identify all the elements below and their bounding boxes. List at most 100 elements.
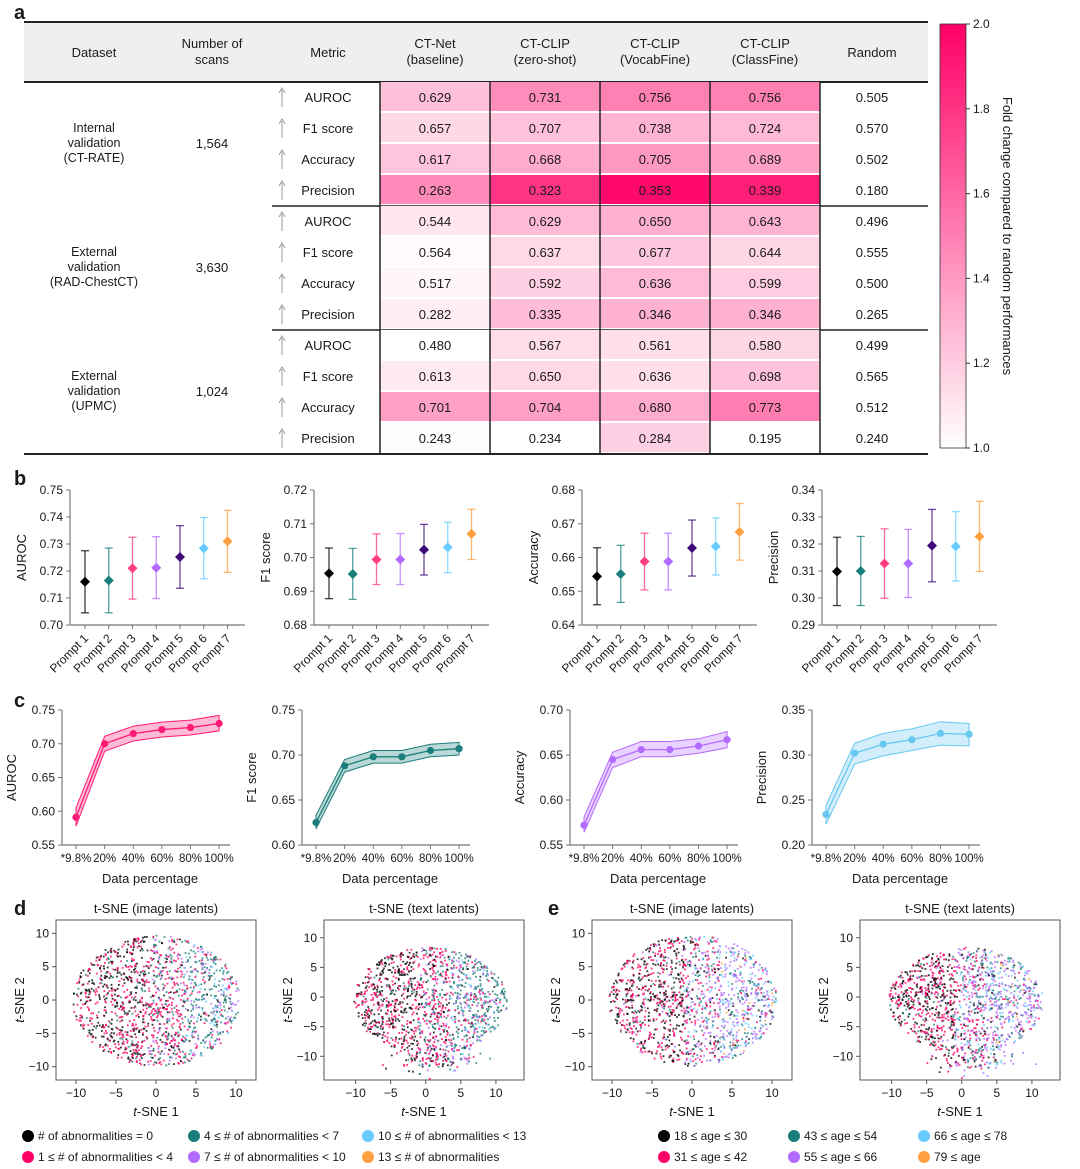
scatter-point bbox=[453, 1015, 456, 1018]
scatter-point bbox=[717, 1041, 720, 1043]
scatter-point bbox=[82, 1023, 85, 1026]
scatter-point bbox=[153, 1008, 155, 1010]
scatter-point bbox=[91, 963, 94, 966]
scatter-point bbox=[689, 1060, 692, 1063]
scatter-point bbox=[678, 991, 681, 994]
scatter-point bbox=[200, 998, 203, 1001]
scatter-point bbox=[708, 998, 711, 1001]
scatter-point bbox=[692, 1001, 694, 1003]
scatter-point bbox=[683, 1010, 686, 1013]
scatter-point bbox=[98, 994, 100, 996]
scatter-point bbox=[675, 952, 677, 955]
scatter-point bbox=[482, 1020, 485, 1023]
scatter-point bbox=[195, 1046, 198, 1049]
scatter-point bbox=[167, 1038, 169, 1040]
scatter-point bbox=[638, 972, 641, 975]
scatter-point bbox=[172, 1045, 174, 1047]
scatter-point bbox=[390, 1016, 393, 1019]
scatter-point bbox=[733, 956, 736, 959]
scatter-point bbox=[467, 1019, 469, 1022]
scatter-point bbox=[94, 1002, 97, 1005]
scatter-point bbox=[453, 956, 455, 959]
scatter-point bbox=[386, 1010, 389, 1012]
scatter-point bbox=[722, 1026, 725, 1029]
cell-value: 0.567 bbox=[529, 338, 562, 353]
scatter-point bbox=[425, 1019, 428, 1022]
scatter-point bbox=[168, 1019, 171, 1022]
scatter-point bbox=[992, 1041, 994, 1044]
scatter-point bbox=[617, 1015, 620, 1018]
legend-label: 1 ≤ # of abnormalities < 4 bbox=[38, 1150, 173, 1164]
scatter-point bbox=[421, 1059, 424, 1062]
scatter-point bbox=[426, 963, 429, 966]
scatter-point bbox=[425, 991, 428, 994]
x-tick-label: 60% bbox=[390, 853, 413, 865]
scatter-point bbox=[727, 985, 730, 987]
scatter-point bbox=[644, 1050, 647, 1053]
scatter-point bbox=[422, 968, 425, 970]
scatter-point bbox=[612, 1000, 614, 1002]
scatter-point bbox=[370, 1022, 372, 1025]
scatter-point bbox=[719, 974, 721, 976]
scatter-point bbox=[385, 1004, 388, 1007]
scatter-point bbox=[200, 1018, 203, 1021]
scatter-point bbox=[196, 970, 199, 973]
scatter-point bbox=[394, 1040, 397, 1043]
scatter-point bbox=[376, 1008, 379, 1011]
scatter-point bbox=[97, 1021, 100, 1024]
scatter-point bbox=[405, 1030, 408, 1033]
scatter-point bbox=[407, 969, 410, 972]
scatter-point bbox=[400, 970, 403, 972]
scatter-point bbox=[676, 1059, 679, 1061]
scatter-point bbox=[87, 1008, 90, 1010]
scatter-point bbox=[380, 1024, 382, 1027]
scatter-point bbox=[144, 973, 147, 976]
scatter-point bbox=[636, 1021, 639, 1024]
scatter-point bbox=[449, 1060, 451, 1063]
cell-value: 0.195 bbox=[749, 431, 782, 446]
scatter-points bbox=[353, 946, 508, 1080]
scatter-point bbox=[434, 972, 437, 975]
y-tick-label: 0.68 bbox=[284, 618, 308, 632]
scatter-point bbox=[729, 1047, 732, 1049]
scatter-point bbox=[138, 974, 141, 977]
scatter-point bbox=[765, 1028, 768, 1030]
scatter-point bbox=[100, 970, 103, 973]
scatter-point bbox=[477, 961, 480, 963]
scatter-point bbox=[370, 1028, 372, 1031]
scatter-point bbox=[114, 1006, 117, 1008]
scatter-point bbox=[399, 971, 402, 973]
scatter-point bbox=[107, 971, 109, 974]
scatter-point bbox=[767, 995, 770, 998]
scatter-point bbox=[745, 996, 747, 999]
colorbar-label: Fold change compared to random performan… bbox=[1000, 97, 1015, 376]
scatter-point bbox=[168, 1059, 171, 1062]
y-axis-label: Accuracy bbox=[526, 530, 541, 584]
scatter-point bbox=[660, 1046, 663, 1049]
scatter-point bbox=[474, 971, 476, 974]
scatter-point bbox=[497, 1011, 500, 1013]
data-point bbox=[580, 821, 588, 829]
cell-value: 0.689 bbox=[749, 152, 782, 167]
scatter-point bbox=[155, 1012, 158, 1015]
scatter-point bbox=[400, 974, 403, 976]
scatter-point bbox=[657, 940, 660, 943]
scatter-point bbox=[441, 950, 444, 953]
scatter-point bbox=[755, 989, 758, 991]
scatter-point bbox=[698, 1058, 701, 1061]
scatter-point bbox=[748, 1008, 750, 1011]
scatter-point bbox=[695, 1011, 698, 1013]
scatter-point bbox=[194, 976, 197, 978]
scatter-point bbox=[719, 951, 722, 953]
scatter-point bbox=[462, 1010, 465, 1013]
scatter-point bbox=[171, 939, 173, 941]
scatter-point bbox=[197, 1017, 199, 1019]
scatter-point bbox=[228, 986, 231, 989]
y-tick-label: 0.68 bbox=[552, 483, 576, 497]
scatter-point bbox=[446, 981, 448, 983]
scatter-point bbox=[394, 969, 397, 971]
scatter-point bbox=[625, 962, 628, 965]
scatter-point bbox=[123, 1010, 126, 1013]
scatter-point bbox=[180, 1014, 183, 1016]
scatter-point bbox=[473, 987, 476, 990]
